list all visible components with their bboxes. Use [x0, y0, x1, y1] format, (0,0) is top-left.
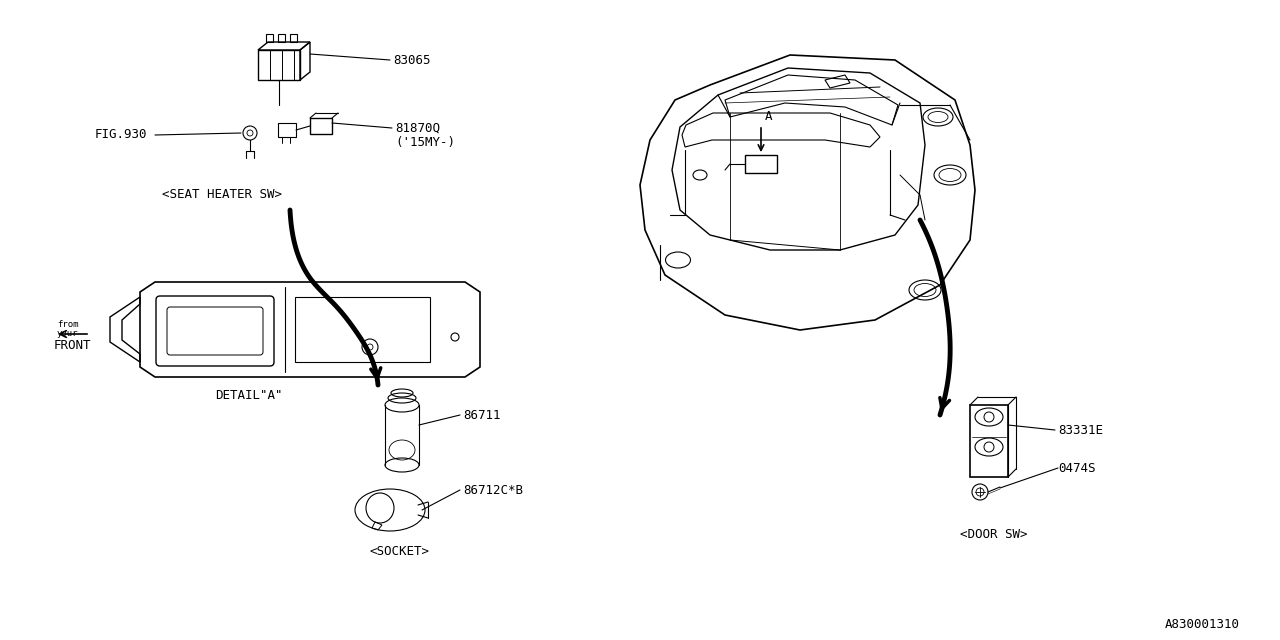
Text: ('15MY-): ('15MY-)	[396, 136, 454, 149]
Text: DETAIL"A": DETAIL"A"	[215, 389, 283, 402]
Text: 83331E: 83331E	[1059, 424, 1103, 437]
Text: <SEAT HEATER SW>: <SEAT HEATER SW>	[163, 188, 282, 201]
Text: A830001310: A830001310	[1165, 618, 1240, 631]
Bar	[266, 34, 273, 42]
Bar	[259, 50, 300, 80]
Text: A: A	[765, 110, 773, 123]
Text: 86711: 86711	[463, 409, 500, 422]
Text: 83065: 83065	[393, 54, 430, 67]
Bar	[970, 405, 1009, 477]
Bar	[745, 155, 777, 173]
Text: 81870Q: 81870Q	[396, 122, 440, 135]
Text: your: your	[58, 329, 78, 338]
Text: 0474S: 0474S	[1059, 462, 1096, 475]
Text: from: from	[58, 320, 78, 329]
Text: <DOOR SW>: <DOOR SW>	[960, 528, 1028, 541]
Bar	[291, 34, 297, 42]
Bar	[278, 34, 285, 42]
Text: FIG.930: FIG.930	[95, 128, 147, 141]
Text: <SOCKET>: <SOCKET>	[370, 545, 430, 558]
Text: 86712C*B: 86712C*B	[463, 484, 524, 497]
Text: FRONT: FRONT	[54, 339, 91, 352]
Bar	[294, 297, 430, 362]
Bar	[310, 118, 332, 134]
Bar	[278, 123, 296, 137]
